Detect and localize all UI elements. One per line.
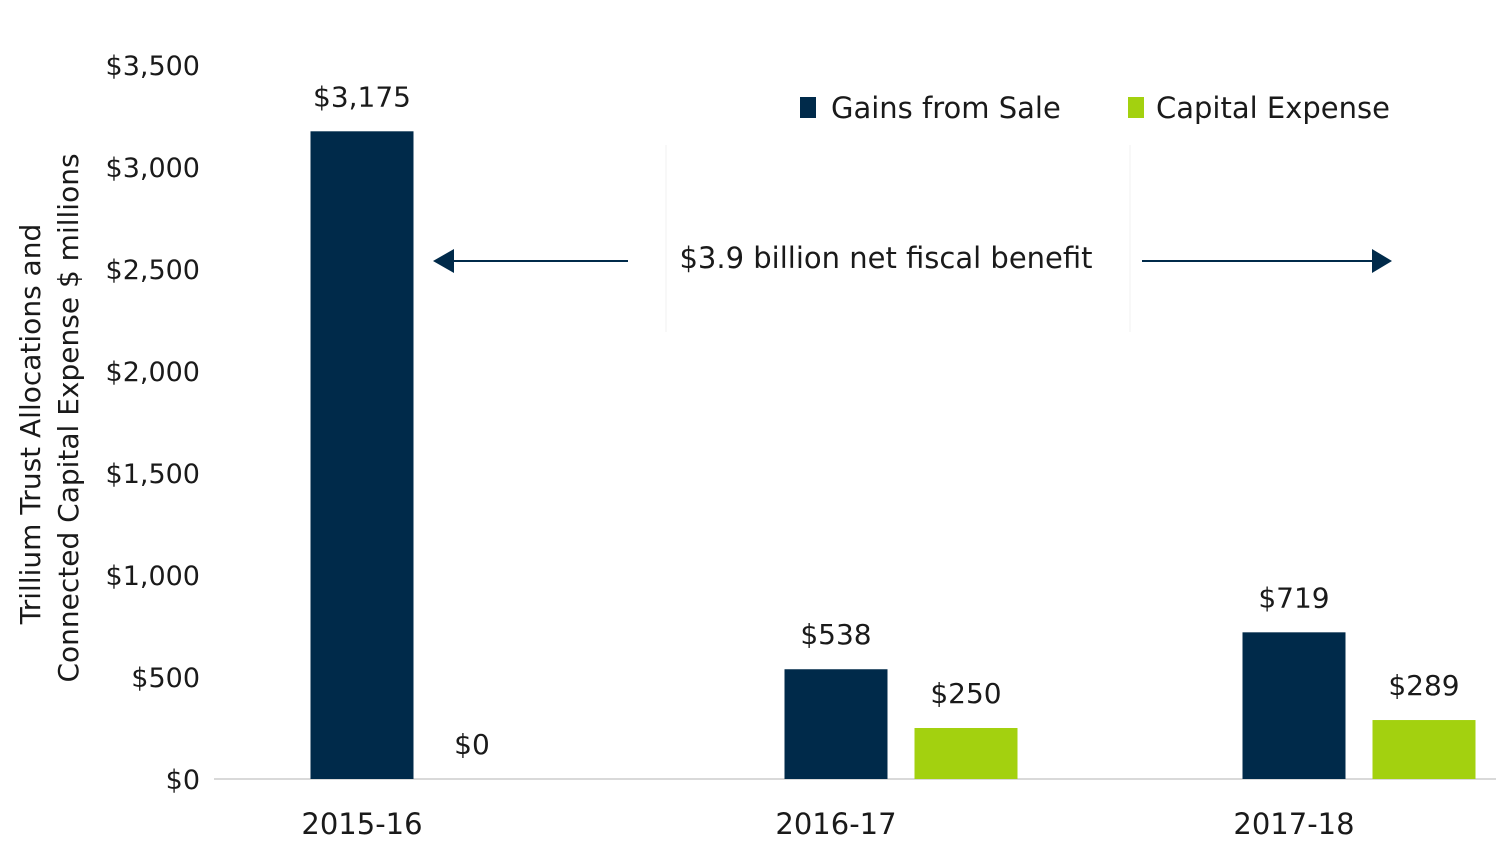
legend-swatch-gains-from-sale	[800, 97, 816, 118]
y-tick-label: $2,500	[106, 255, 200, 286]
bar-capital-expense-2017-18	[1372, 720, 1476, 779]
y-tick-label: $0	[166, 765, 200, 796]
data-labels: $3,175 $0 $538 $250 $719 $289	[313, 80, 1460, 761]
y-tick-label: $500	[131, 663, 200, 694]
bars	[310, 131, 1476, 780]
x-tick-label: 2016-17	[775, 807, 896, 841]
data-label: $289	[1388, 669, 1459, 702]
annotation-text: $3.9 billion net fiscal benefit	[679, 241, 1092, 275]
data-label: $250	[930, 677, 1001, 710]
x-tick-label: 2017-18	[1233, 807, 1354, 841]
data-label: $0	[454, 728, 490, 761]
legend-swatch-capital-expense	[1128, 97, 1144, 118]
data-label: $538	[800, 618, 871, 651]
x-tick-label: 2015-16	[301, 807, 422, 841]
bar-gains-from-sale-2015-16	[310, 131, 414, 780]
y-tick-label: $3,500	[106, 51, 200, 82]
legend-label-capital-expense: Capital Expense	[1156, 91, 1390, 125]
y-axis-ticks: $0 $500 $1,000 $1,500 $2,000 $2,500 $3,000 $3,5…	[106, 51, 200, 796]
x-axis-ticks: 2015-16 2016-17 2017-18	[301, 807, 1354, 841]
legend: Gains from Sale Capital Expense	[800, 91, 1390, 125]
annotation-arrow-left-head	[433, 249, 454, 273]
y-tick-label: $2,000	[106, 357, 200, 388]
y-axis-title-line-2: Connected Capital Expense $ millions	[52, 153, 85, 682]
y-tick-label: $1,000	[106, 561, 200, 592]
annotation: $3.9 billion net fiscal benefit	[433, 145, 1392, 332]
legend-label-gains-from-sale: Gains from Sale	[831, 91, 1061, 125]
data-label: $3,175	[313, 80, 411, 113]
data-label: $719	[1258, 581, 1329, 614]
y-tick-label: $3,000	[106, 153, 200, 184]
bar-gains-from-sale-2017-18	[1242, 632, 1346, 779]
y-axis-title-line-1: Trillium Trust Allocations and	[14, 224, 47, 625]
y-tick-label: $1,500	[106, 459, 200, 490]
annotation-arrow-right-head	[1372, 249, 1392, 273]
bar-gains-from-sale-2016-17	[784, 669, 888, 779]
bar-capital-expense-2016-17	[914, 728, 1018, 779]
y-axis-title: Trillium Trust Allocations and Connected…	[14, 153, 85, 682]
